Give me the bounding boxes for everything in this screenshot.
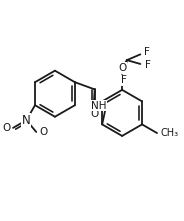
Text: O: O xyxy=(118,63,126,73)
Text: N: N xyxy=(22,114,31,127)
Text: O: O xyxy=(91,109,99,119)
Text: O: O xyxy=(39,127,47,137)
Text: O: O xyxy=(2,123,10,133)
Text: NH: NH xyxy=(91,101,106,111)
Text: F: F xyxy=(145,60,151,70)
Text: F: F xyxy=(121,76,127,86)
Text: CH₃: CH₃ xyxy=(161,128,179,138)
Text: F: F xyxy=(144,48,150,57)
